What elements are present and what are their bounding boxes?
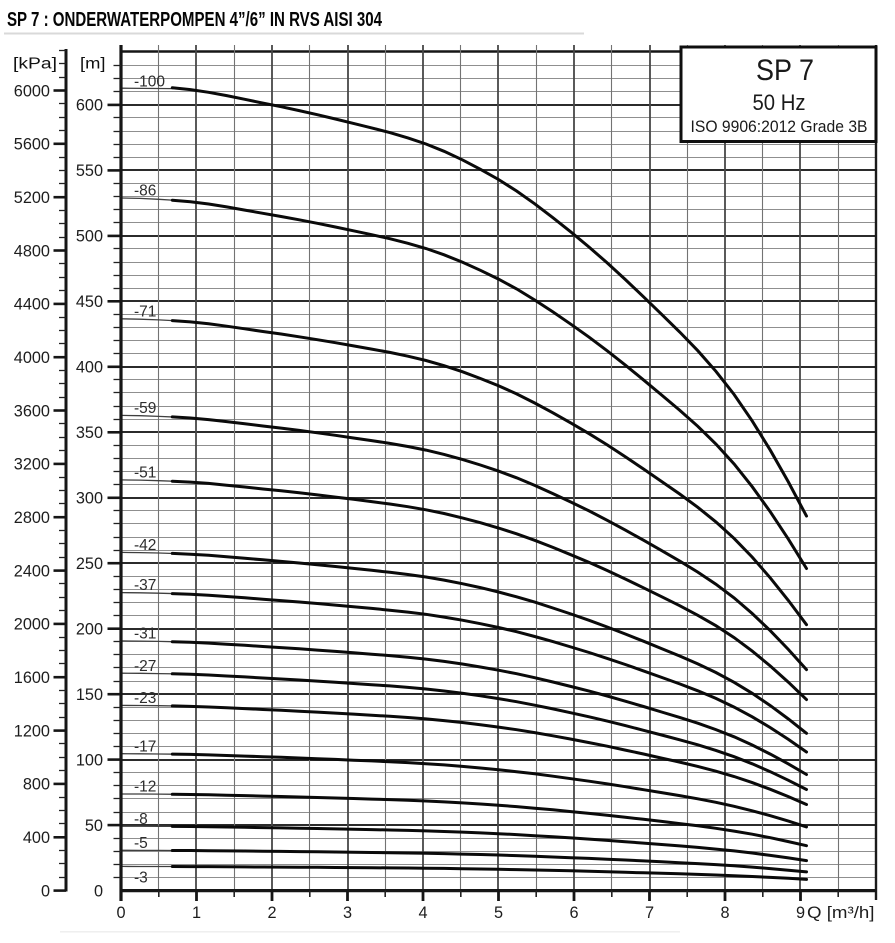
svg-text:800: 800 <box>23 776 50 794</box>
svg-text:5600: 5600 <box>14 136 50 154</box>
svg-text:2400: 2400 <box>14 562 50 580</box>
svg-text:-3: -3 <box>134 870 148 887</box>
svg-text:9: 9 <box>796 904 805 922</box>
svg-text:2800: 2800 <box>14 509 50 527</box>
svg-text:3: 3 <box>343 904 352 922</box>
svg-text:-51: -51 <box>134 465 156 482</box>
svg-text:4400: 4400 <box>14 296 50 314</box>
svg-text:0: 0 <box>41 882 50 900</box>
svg-text:350: 350 <box>76 424 103 442</box>
svg-text:600: 600 <box>76 97 103 115</box>
svg-text:-12: -12 <box>134 779 156 796</box>
svg-text:3600: 3600 <box>14 402 50 420</box>
svg-text:300: 300 <box>76 490 103 508</box>
svg-text:4800: 4800 <box>14 242 50 260</box>
svg-text:500: 500 <box>76 228 103 246</box>
svg-text:-71: -71 <box>134 303 156 320</box>
svg-text:3200: 3200 <box>14 456 50 474</box>
svg-text:0: 0 <box>94 882 103 900</box>
svg-text:-5: -5 <box>134 835 148 852</box>
svg-text:ISO 9906:2012 Grade 3B: ISO 9906:2012 Grade 3B <box>691 117 868 136</box>
svg-text:250: 250 <box>76 555 103 573</box>
svg-text:-27: -27 <box>134 658 156 675</box>
svg-text:2: 2 <box>267 904 276 922</box>
svg-text:-8: -8 <box>134 811 148 828</box>
svg-text:0: 0 <box>116 904 125 922</box>
svg-text:-86: -86 <box>134 183 156 200</box>
svg-text:-59: -59 <box>134 400 156 417</box>
svg-text:4000: 4000 <box>14 349 50 367</box>
svg-text:5200: 5200 <box>14 189 50 207</box>
svg-text:Q [m³/h]: Q [m³/h] <box>807 904 875 922</box>
svg-text:100: 100 <box>76 751 103 769</box>
svg-text:-23: -23 <box>134 690 156 707</box>
svg-text:[m]: [m] <box>80 56 106 73</box>
svg-text:150: 150 <box>76 686 103 704</box>
svg-text:[kPa]: [kPa] <box>13 56 57 73</box>
svg-text:-42: -42 <box>134 537 156 554</box>
svg-text:1600: 1600 <box>14 669 50 687</box>
svg-text:8: 8 <box>720 904 729 922</box>
svg-text:550: 550 <box>76 162 103 180</box>
svg-text:6: 6 <box>569 904 578 922</box>
svg-text:7: 7 <box>645 904 654 922</box>
svg-text:50: 50 <box>85 817 103 835</box>
svg-text:-37: -37 <box>134 577 156 594</box>
svg-text:1200: 1200 <box>14 722 50 740</box>
svg-text:-100: -100 <box>134 73 165 90</box>
svg-text:400: 400 <box>23 829 50 847</box>
svg-text:5: 5 <box>494 904 503 922</box>
svg-text:SP 7 : ONDERWATERPOMPEN 4”/6”: SP 7 : ONDERWATERPOMPEN 4”/6” IN RVS AIS… <box>7 9 383 31</box>
svg-text:-31: -31 <box>134 626 156 643</box>
svg-text:50 Hz: 50 Hz <box>753 90 806 115</box>
svg-text:2000: 2000 <box>14 616 50 634</box>
svg-text:4: 4 <box>418 904 427 922</box>
svg-text:SP 7: SP 7 <box>756 54 814 87</box>
svg-text:200: 200 <box>76 621 103 639</box>
svg-text:1: 1 <box>192 904 201 922</box>
svg-text:450: 450 <box>76 293 103 311</box>
svg-text:-17: -17 <box>134 738 156 755</box>
svg-text:6000: 6000 <box>14 82 50 100</box>
svg-text:400: 400 <box>76 359 103 377</box>
